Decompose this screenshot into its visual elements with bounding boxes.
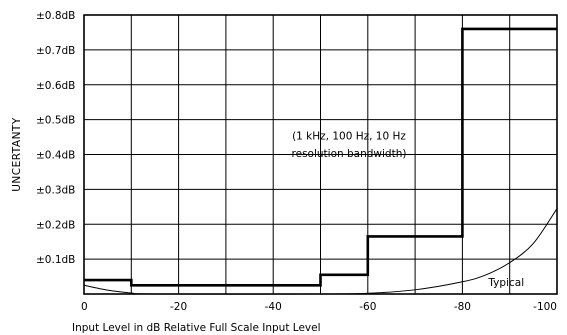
y-axis-label: UNCERTANTY xyxy=(11,117,23,192)
annotation-line-1: (1 kHz, 100 Hz, 10 Hz xyxy=(292,130,406,142)
y-tick-labels: ±0.1dB ±0.2dB ±0.3dB ±0.4dB ±0.5dB ±0.6dB ±0.7… xyxy=(36,10,75,266)
y-tick-label: ±0.8dB xyxy=(36,10,75,22)
x-tick-labels: 0 -20 -40 -60 -80 -100 xyxy=(81,301,557,313)
x-tick-label: -20 xyxy=(170,301,187,313)
uncertainty-step-line xyxy=(84,27,557,287)
x-tick-label: 0 xyxy=(81,301,88,313)
y-tick-label: ±0.7dB xyxy=(36,45,75,57)
y-tick-label: ±0.2dB xyxy=(36,219,75,231)
y-tick-label: ±0.4dB xyxy=(36,150,75,162)
x-tick-label: -100 xyxy=(533,301,557,313)
y-tick-label: ±0.6dB xyxy=(36,80,75,92)
y-tick-label: ±0.1dB xyxy=(36,254,75,266)
annotation-line-2: resolution bandwidth) xyxy=(292,148,407,160)
typical-curve xyxy=(83,208,558,295)
typical-series-label: Typical xyxy=(487,277,524,289)
y-tick-label: ±0.3dB xyxy=(36,184,75,196)
y-tick-label: ±0.5dB xyxy=(36,115,75,127)
x-tick-label: -60 xyxy=(359,301,376,313)
x-axis-label: Input Level in dB Relative Full Scale In… xyxy=(72,322,321,334)
x-tick-label: -40 xyxy=(265,301,282,313)
x-tick-label: -80 xyxy=(454,301,471,313)
